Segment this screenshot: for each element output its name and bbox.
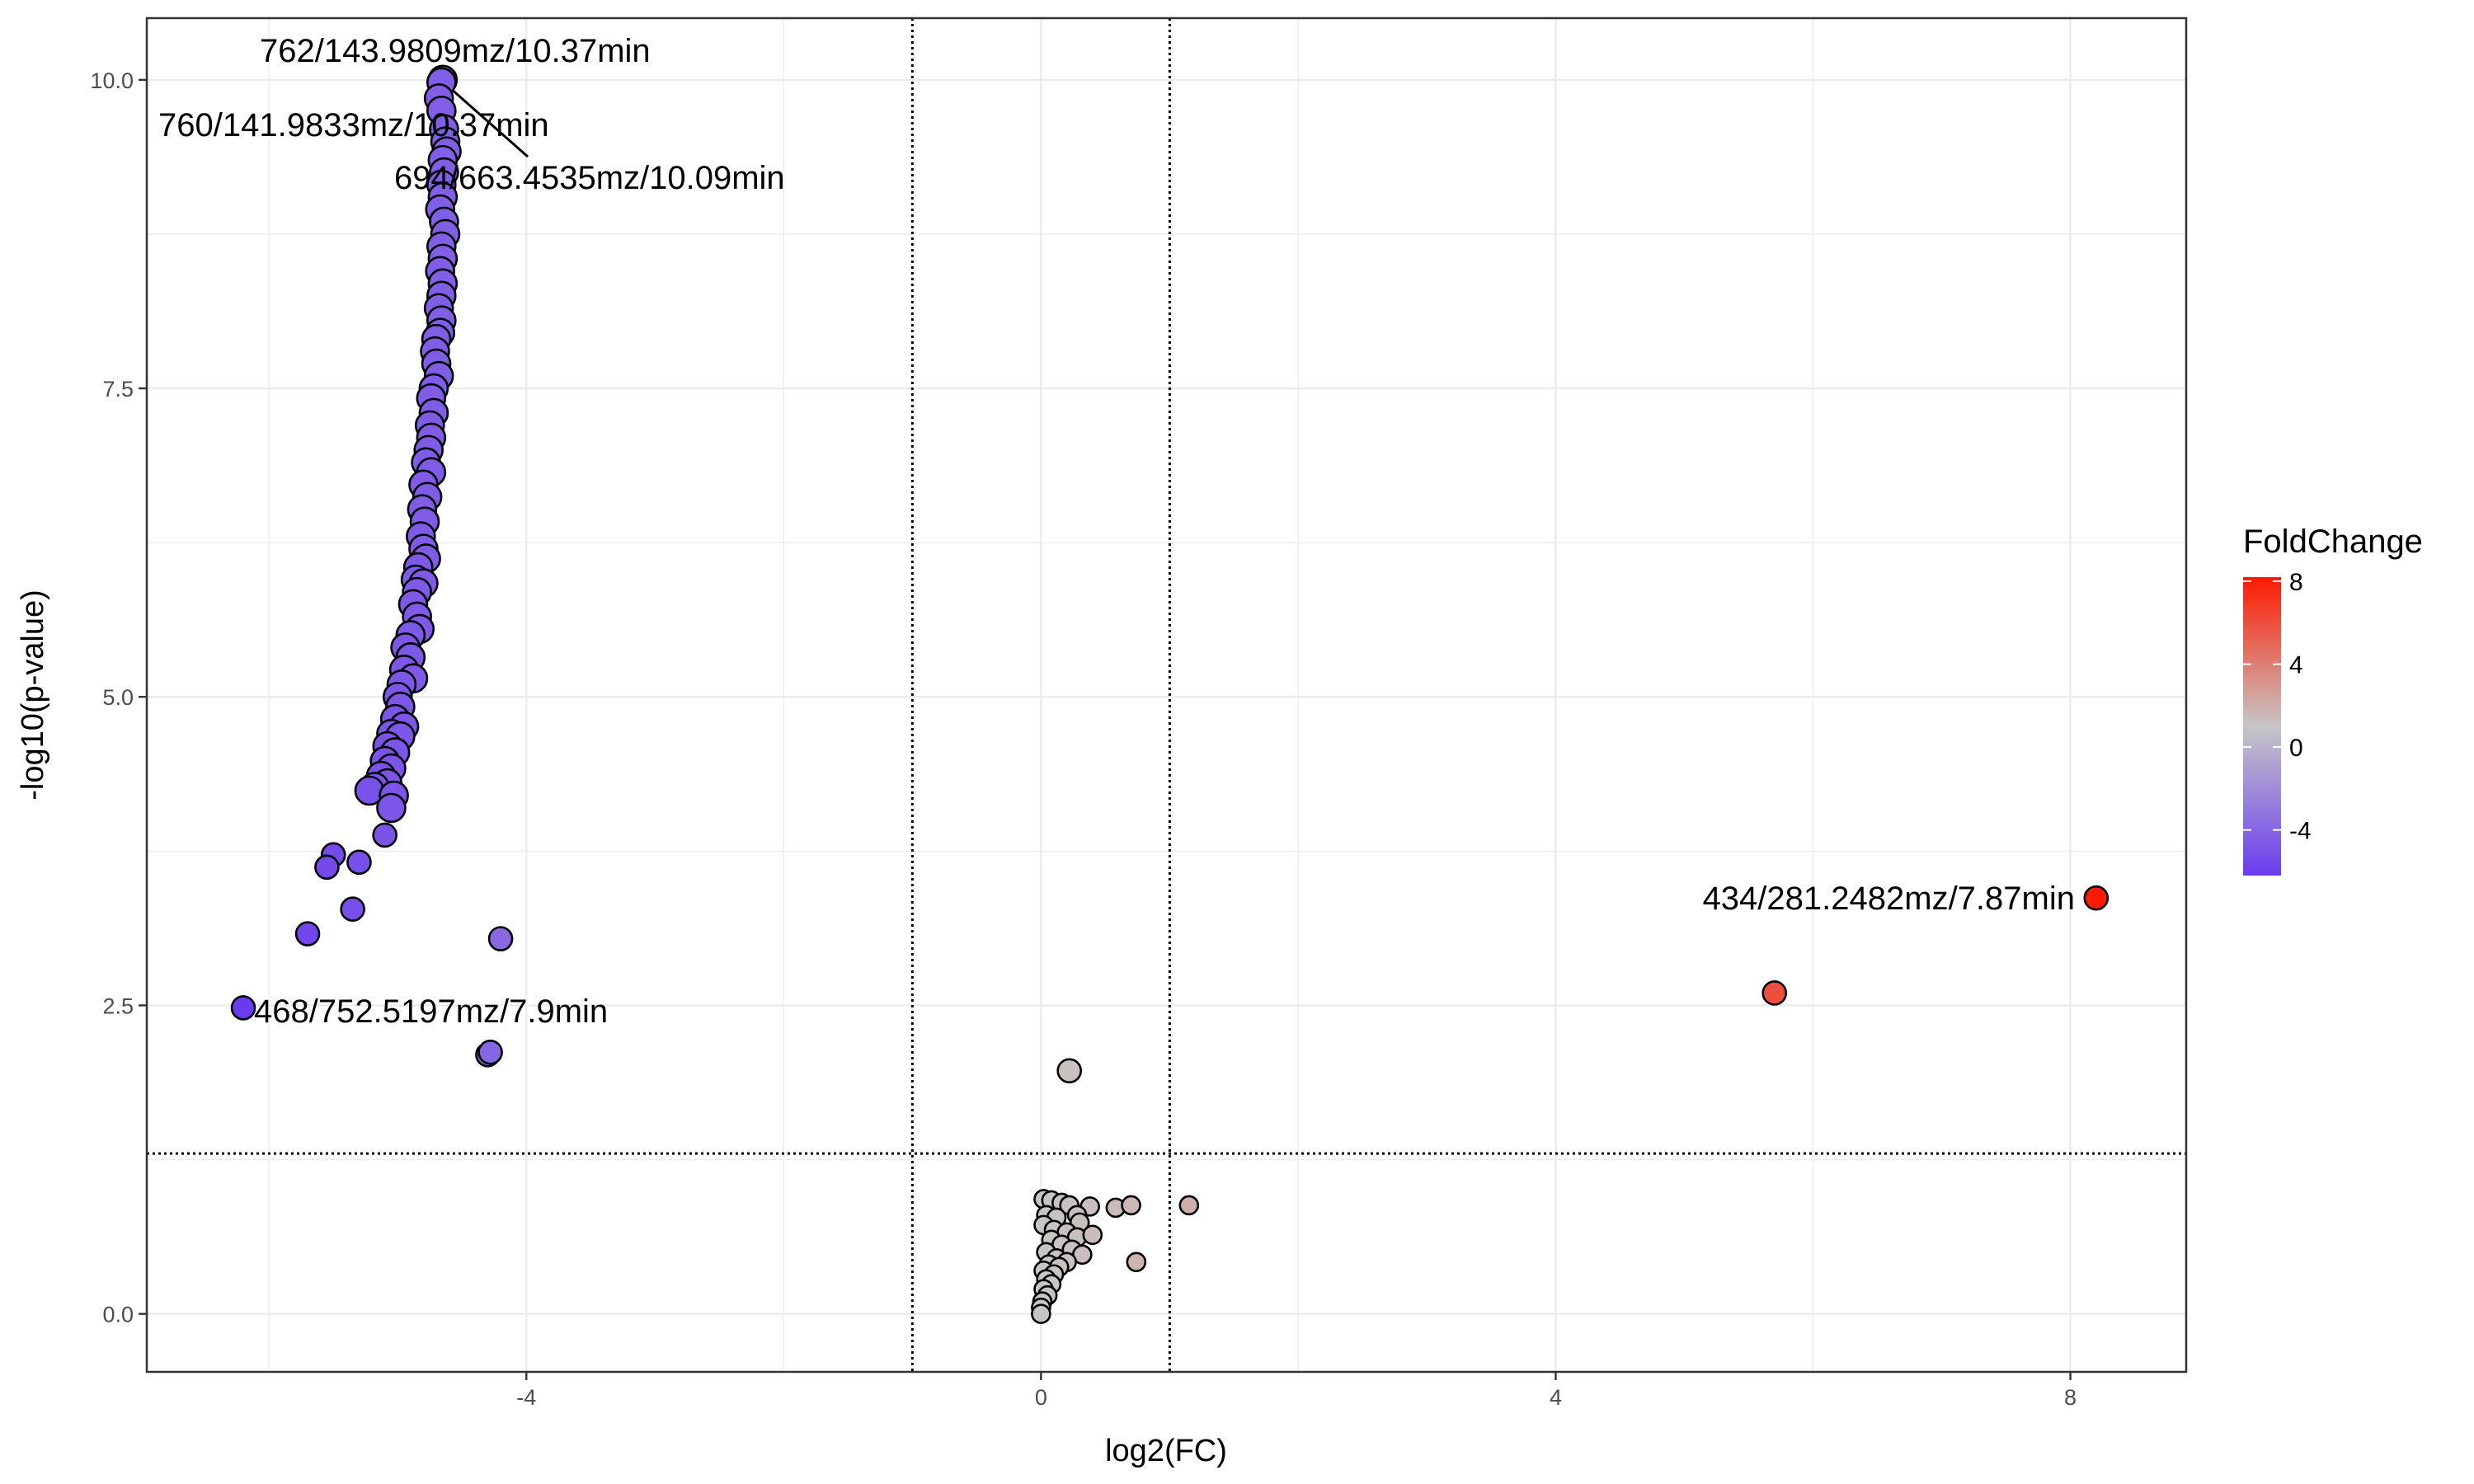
- x-tick-label: -4: [516, 1385, 536, 1410]
- data-point: [314, 854, 340, 881]
- data-point: [340, 896, 365, 922]
- data-point: [2083, 885, 2109, 911]
- legend-tick-label: 4: [2289, 652, 2303, 679]
- x-axis-title: log2(FC): [1105, 1434, 1227, 1468]
- y-tick-label: 5.0: [102, 685, 134, 710]
- data-point: [1121, 1195, 1141, 1216]
- legend-tick-label: 0: [2289, 735, 2303, 762]
- color-legend: FoldChange 8 4 0 -4: [2243, 524, 2423, 876]
- plot-panel: [147, 18, 2186, 1372]
- x-tick-label: 4: [1550, 1385, 1562, 1410]
- annotation-leader-line: [451, 89, 529, 158]
- y-axis-ticks: 0.0 2.5 5.0 7.5 10.0: [90, 68, 147, 1327]
- data-point: [487, 926, 514, 951]
- point-annotation: 468/752.5197mz/7.9min: [254, 993, 608, 1030]
- x-tick-label: 0: [1035, 1385, 1047, 1410]
- y-tick-label: 0.0: [102, 1303, 134, 1327]
- data-point: [1178, 1195, 1200, 1216]
- major-gridlines: [147, 18, 2186, 1372]
- legend-tick-label: -4: [2289, 818, 2312, 845]
- data-point: [1056, 1058, 1083, 1084]
- data-point: [294, 921, 321, 946]
- data-point: [376, 792, 407, 824]
- minor-gridlines: [147, 18, 2186, 1372]
- point-annotations: 762/143.9809mz/10.37min 760/141.9833mz/10…: [158, 33, 2075, 1030]
- legend-title: FoldChange: [2243, 524, 2423, 560]
- data-point: [346, 849, 372, 876]
- data-points: [230, 64, 2109, 1324]
- threshold-lines: [147, 18, 2186, 1372]
- legend-ticks: 8 4 0 -4: [2243, 569, 2312, 845]
- data-point: [372, 822, 397, 848]
- y-tick-label: 2.5: [102, 993, 134, 1018]
- x-tick-label: 8: [2064, 1385, 2077, 1410]
- plot-border: [145, 16, 2188, 1374]
- point-annotation: 434/281.2482mz/7.87min: [1703, 881, 2075, 917]
- point-annotation: 762/143.9809mz/10.37min: [260, 33, 651, 69]
- annotation-leaders: [451, 89, 529, 158]
- y-tick-label: 7.5: [102, 377, 134, 402]
- data-point: [1761, 980, 1788, 1006]
- x-axis-ticks: -4 0 4 8: [516, 1372, 2077, 1410]
- data-point: [477, 1040, 503, 1065]
- legend-colorbar: [2243, 577, 2281, 876]
- y-tick-label: 10.0: [90, 68, 134, 93]
- data-point: [1031, 1303, 1051, 1324]
- point-annotation: 694/663.4535mz/10.09min: [394, 160, 785, 196]
- data-point: [230, 995, 256, 1021]
- data-point: [1126, 1252, 1147, 1273]
- point-annotation: 760/141.9833mz/10.37min: [158, 107, 549, 143]
- data-point: [1082, 1224, 1103, 1246]
- legend-tick-label: 8: [2289, 569, 2303, 596]
- y-axis-title: -log10(p-value): [16, 589, 50, 801]
